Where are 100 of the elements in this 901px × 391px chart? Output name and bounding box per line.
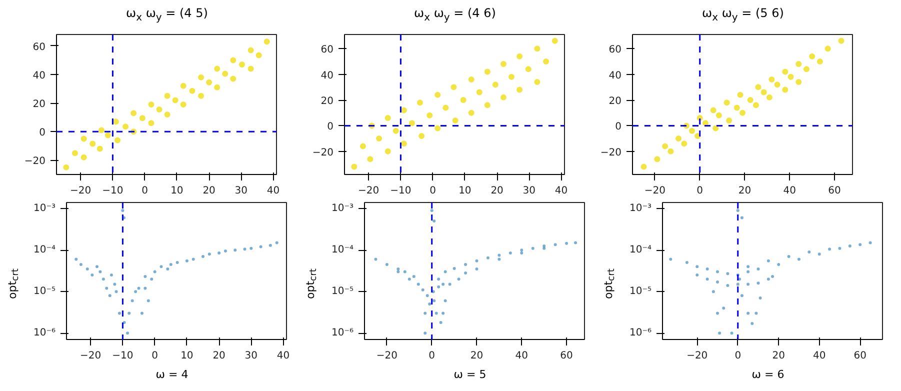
point xyxy=(736,282,740,286)
point xyxy=(824,46,831,52)
point xyxy=(500,61,506,68)
point xyxy=(434,92,441,98)
point xyxy=(669,258,672,261)
point xyxy=(498,258,501,261)
point xyxy=(214,66,220,72)
point xyxy=(185,259,188,262)
y-tick-label: 60 xyxy=(320,44,334,56)
point xyxy=(754,312,758,315)
x-tick-label: 60 xyxy=(560,350,573,362)
point xyxy=(90,274,94,277)
point xyxy=(868,241,872,244)
point xyxy=(122,320,126,324)
point xyxy=(730,332,734,335)
y-tick-label: 10⁻³ xyxy=(331,203,354,214)
point xyxy=(110,274,113,277)
x-tick-label: 0 xyxy=(142,186,148,196)
point xyxy=(412,275,416,278)
x-tick-label: −10 xyxy=(112,350,134,362)
y-tick-label: 10⁻⁶ xyxy=(331,328,354,339)
point xyxy=(248,47,254,54)
point xyxy=(150,278,154,281)
point xyxy=(218,252,221,254)
point xyxy=(554,243,557,246)
point xyxy=(206,79,212,86)
point xyxy=(752,102,759,108)
point xyxy=(180,82,186,89)
point xyxy=(758,296,762,300)
point xyxy=(360,143,366,150)
point xyxy=(574,241,578,244)
point xyxy=(130,110,137,116)
point xyxy=(434,125,441,132)
point xyxy=(726,284,730,287)
y-tick-label: 10⁻³ xyxy=(629,203,652,214)
point xyxy=(448,282,452,286)
point xyxy=(442,312,445,315)
point xyxy=(114,290,118,294)
point xyxy=(444,270,447,274)
point xyxy=(766,259,770,262)
y-tick-label: −20 xyxy=(312,147,334,158)
x-tick-label: 0 xyxy=(428,350,436,362)
y-tick-label: −20 xyxy=(24,156,46,168)
point xyxy=(432,220,436,223)
point xyxy=(74,258,78,261)
y-tick-label: 40 xyxy=(608,70,622,82)
point xyxy=(442,104,449,111)
x-tick-label: 30 xyxy=(522,186,536,196)
point xyxy=(788,74,794,80)
point xyxy=(516,53,523,60)
point xyxy=(166,267,170,270)
point xyxy=(385,262,388,266)
x-tick-label: 20 xyxy=(738,186,752,196)
point xyxy=(108,294,112,298)
point xyxy=(403,270,406,274)
point xyxy=(685,261,688,264)
point xyxy=(434,312,438,315)
point xyxy=(740,294,744,298)
point xyxy=(86,267,89,270)
point xyxy=(351,164,358,170)
point xyxy=(430,208,434,212)
y-tick-label: 10⁻⁵ xyxy=(33,286,56,298)
point xyxy=(222,70,228,77)
point xyxy=(250,246,253,250)
x-tick-label: 10 xyxy=(180,350,194,362)
point xyxy=(486,256,490,260)
y-tick-label: 60 xyxy=(608,44,622,56)
point xyxy=(640,164,647,170)
point xyxy=(374,258,378,261)
x-tick-label: 30 xyxy=(234,186,248,196)
point xyxy=(118,312,121,315)
point xyxy=(98,270,102,274)
point xyxy=(531,246,534,250)
point xyxy=(746,282,750,286)
point xyxy=(408,120,415,126)
point xyxy=(716,280,719,284)
point xyxy=(439,320,442,324)
point xyxy=(192,258,195,261)
point xyxy=(224,249,227,252)
point xyxy=(755,84,762,90)
point xyxy=(508,252,512,254)
point xyxy=(104,132,111,138)
point xyxy=(706,278,709,281)
point xyxy=(688,128,695,134)
point xyxy=(726,118,732,124)
point xyxy=(144,275,147,278)
point xyxy=(208,252,211,256)
y-tick-label: 60 xyxy=(32,42,46,53)
point xyxy=(771,275,774,278)
point xyxy=(542,244,546,248)
point xyxy=(808,250,811,254)
point xyxy=(475,259,478,262)
point xyxy=(214,84,220,90)
x-axis-title: ω = 4 xyxy=(156,367,188,383)
point xyxy=(476,89,482,96)
x-tick-label: 60 xyxy=(854,350,866,362)
point xyxy=(654,156,660,162)
point xyxy=(718,332,722,335)
point xyxy=(384,114,391,121)
point xyxy=(768,76,775,82)
